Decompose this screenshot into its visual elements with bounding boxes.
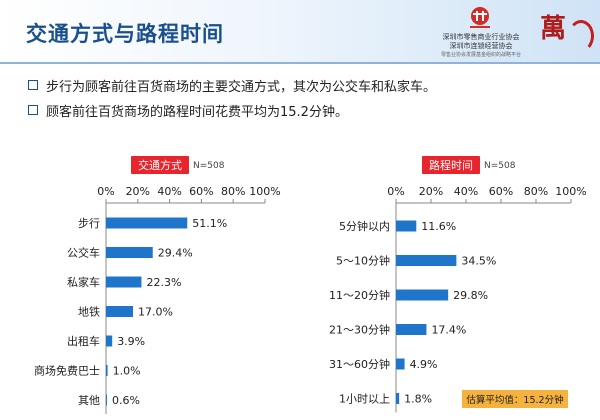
x-tick-label: 100% [555,185,586,198]
sample-size-note: N=508 [193,161,225,171]
data-bar [106,335,113,347]
category-label: 11～20分钟 [329,288,390,302]
value-label: 11.6% [421,220,456,233]
category-label: 商场免费巴士 [34,364,100,378]
value-label: 4.9% [410,358,438,371]
bullet-text: 顾客前往百货商场的路程时间花费平均为15.2分钟。 [46,105,348,120]
bullet-item: 步行为顾客前往百货商场的主要交通方式，其次为公交车和私家车。 [28,76,436,95]
data-bar [396,393,400,404]
category-label: 出租车 [67,334,100,348]
chart-title-badge [131,156,189,174]
wan-logo-arc-icon [568,20,594,52]
category-label: 5分钟以内 [339,219,390,233]
logo-line-1: 深圳市零售商业行业协会 [442,33,520,41]
category-label: 步行 [78,217,100,230]
data-bar [106,247,153,258]
value-label: 0.6% [112,394,140,407]
page-title: 交通方式与路程时间 [26,22,224,46]
value-label: 1.8% [404,393,432,406]
value-label: 29.4% [158,247,193,260]
chart-title: 交通方式 [138,158,182,172]
chart-title-badge [422,156,480,174]
x-tick-label: 40% [157,185,181,198]
sample-size-note: N=508 [484,161,516,171]
data-bar [106,217,188,229]
x-tick-label: 0% [387,185,404,198]
wan-logo-glyph: 萬 [540,14,567,44]
value-label: 22.3% [146,276,181,289]
x-tick-label: 60% [489,185,513,198]
value-label: 1.0% [113,365,141,378]
bullet-square-icon [28,105,38,115]
bullet-text: 步行为顾客前往百货商场的主要交通方式，其次为公交车和私家车。 [46,80,437,95]
association-logo-icon [470,7,490,28]
average-note-badge [462,390,568,408]
x-tick-label: 0% [97,185,114,198]
category-label: 公交车 [67,246,100,260]
value-label: 3.9% [117,335,145,348]
x-tick-label: 40% [454,185,478,198]
x-tick-label: 20% [126,185,150,198]
association-logo: 深圳市零售商业行业协会 深圳市连锁经营协会 零售业协会发展基金组织的战略平台 [438,4,524,60]
x-tick-label: 20% [419,185,443,198]
logo-line-3: 零售业协会发展基金组织的战略平台 [440,52,521,58]
page-header: 交通方式与路程时间 深圳市零售商业行业协会 深圳市连锁经营协会 零售业协会发展基… [0,0,600,62]
wan-logo: 萬 [530,6,594,56]
travel-time-chart: 路程时间 N=508 0% 20% 40% 60% 80% 100% 5分钟以内 11.6% 5～1… [329,156,587,413]
data-bar [396,255,457,266]
category-label: 地铁 [78,306,100,319]
category-label: 5～10分钟 [336,254,390,268]
data-bar [396,220,417,232]
category-label: 私家车 [67,275,100,289]
data-bar [106,306,134,317]
data-bar [106,276,142,288]
logo-line-2: 深圳市连锁经营协会 [449,42,513,50]
value-label: 34.5% [461,255,496,268]
transport-mode-chart: 交通方式 N=508 0% 20% 40% 60% 80% 100% 步行 51.1% 公交车 29.… [34,156,281,414]
data-bar [396,324,427,335]
bullet-item: 顾客前往百货商场的路程时间花费平均为15.2分钟。 [28,101,348,120]
value-label: 17.4% [431,324,466,337]
chart-title: 路程时间 [429,159,473,172]
category-label: 其他 [78,394,100,407]
category-label: 21～30分钟 [329,323,390,337]
average-note: 估算平均值：15.2分钟 [466,394,563,406]
value-label: 29.8% [453,289,488,302]
header-divider [0,62,600,64]
x-tick-label: 80% [524,185,548,198]
data-bar [396,289,449,301]
x-tick-label: 100% [249,185,280,198]
x-tick-label: 60% [189,185,213,198]
category-label: 1小时以上 [339,393,390,406]
bullet-square-icon [28,80,38,90]
data-bar [396,358,405,370]
data-bar [106,365,108,376]
data-bar [106,394,107,406]
category-label: 31～60分钟 [329,357,390,371]
value-label: 51.1% [192,217,227,230]
x-tick-label: 80% [221,185,245,198]
value-label: 17.0% [138,306,173,319]
